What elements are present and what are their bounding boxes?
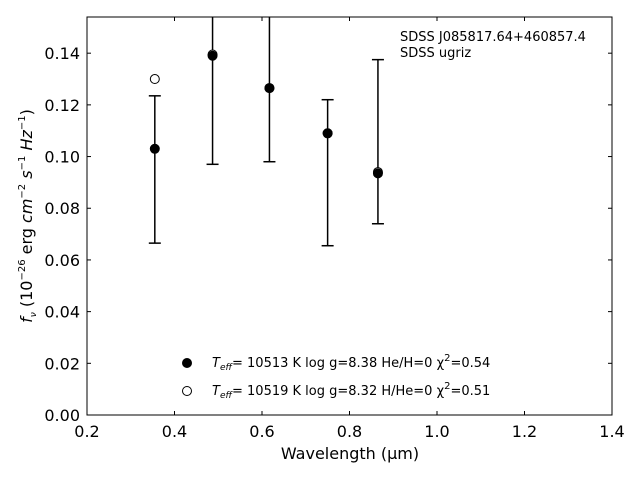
legend-label-da: Teff= 10513 K log g=8.38 He/H=0 χ2=0.54 xyxy=(212,353,490,373)
y-axis-title: fν (10−26 erg cm−2 s−1 Hz−1) xyxy=(17,109,39,323)
annotation-filter-set: SDSS ugriz xyxy=(400,46,471,61)
x-tick-labels: 0.2 0.4 0.6 0.8 1.0 1.2 1.4 xyxy=(74,422,624,441)
point-filled xyxy=(372,168,383,179)
axis-ticks xyxy=(86,17,613,416)
data-points xyxy=(149,49,383,179)
x-tick-label: 1.0 xyxy=(424,422,449,441)
point-filled xyxy=(264,83,275,94)
y-tick-label: 0.06 xyxy=(44,251,80,270)
y-tick-label: 0.02 xyxy=(44,354,80,373)
x-tick-label: 0.2 xyxy=(74,422,99,441)
legend: Teff= 10513 K log g=8.38 He/H=0 χ2=0.54 … xyxy=(182,353,490,401)
annotation-object-name: SDSS J085817.64+460857.4 xyxy=(400,30,586,45)
y-tick-labels: 0.00 0.02 0.04 0.06 0.08 0.10 0.12 0.14 xyxy=(44,44,80,425)
point-filled xyxy=(149,143,160,154)
x-tick-label: 0.8 xyxy=(337,422,362,441)
x-tick-label: 1.2 xyxy=(512,422,537,441)
x-tick-label: 1.4 xyxy=(599,422,624,441)
y-tick-label: 0.10 xyxy=(44,148,80,167)
legend-label-db: Teff= 10519 K log g=8.32 H/He=0 χ2=0.51 xyxy=(212,381,490,401)
y-tick-label: 0.08 xyxy=(44,199,80,218)
legend-marker-open xyxy=(182,386,192,396)
y-tick-label: 0.00 xyxy=(44,406,80,425)
y-tick-label: 0.12 xyxy=(44,96,80,115)
y-tick-label: 0.14 xyxy=(44,44,80,63)
point-filled xyxy=(322,128,333,139)
x-tick-label: 0.4 xyxy=(162,422,187,441)
x-axis-title: Wavelength (μm) xyxy=(281,444,419,463)
legend-marker-filled xyxy=(182,358,192,368)
error-bars xyxy=(148,17,384,247)
point-open xyxy=(149,74,160,85)
point-filled xyxy=(207,50,218,61)
y-tick-label: 0.04 xyxy=(44,303,80,322)
x-tick-label: 0.6 xyxy=(249,422,274,441)
